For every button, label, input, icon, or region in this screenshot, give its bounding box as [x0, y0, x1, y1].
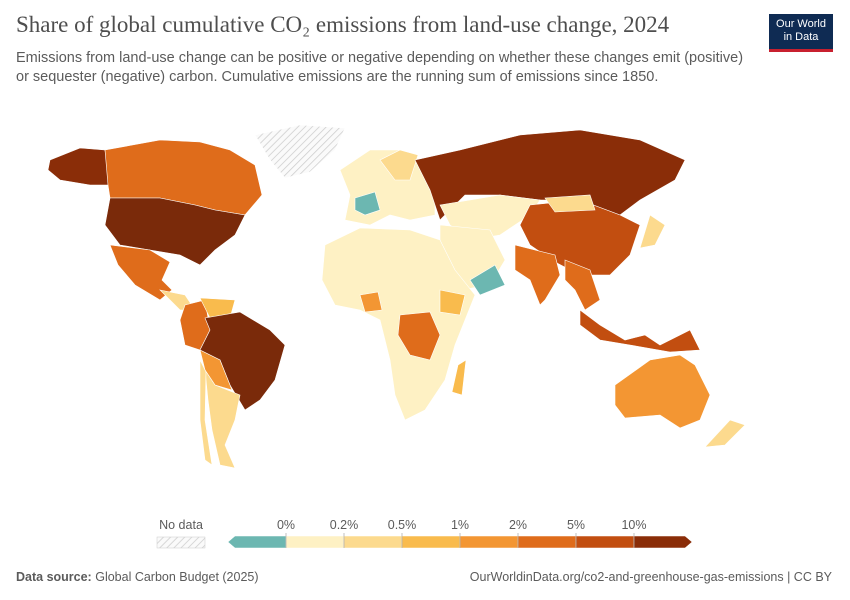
new-zealand [704, 419, 746, 448]
url[interactable]: OurWorldinData.org/co2-and-greenhouse-ga… [469, 570, 832, 584]
nigeria [359, 291, 383, 313]
logo[interactable]: Our World in Data [769, 14, 833, 52]
alaska [47, 147, 111, 186]
logo-text: in Data [783, 31, 819, 43]
bolivia-paraguay [199, 349, 233, 391]
oman-yemen [469, 264, 506, 296]
ethiopia [439, 289, 466, 316]
southeast-asia [564, 259, 601, 311]
subtitle: or sequester (negative) carbon. Cumulati… [16, 69, 659, 85]
source-label: Data source: [16, 570, 92, 584]
legend: No data 0% 0.2% 0.5% 1% 2% 5% 10% [156, 518, 693, 549]
madagascar [451, 359, 467, 396]
legend-no-data-label: No data [159, 518, 203, 532]
legend-bin [517, 535, 577, 549]
legend-bin [633, 535, 693, 549]
legend-bin [401, 535, 461, 549]
brazil [199, 311, 286, 411]
source-text: Global Carbon Budget (2025) [95, 570, 259, 584]
legend-bin [285, 535, 345, 549]
mexico [109, 244, 173, 301]
australia [614, 354, 711, 429]
title: Share of global cumulative CO₂ emissions… [16, 12, 670, 37]
scandinavia [379, 149, 419, 181]
mongolia [544, 194, 596, 213]
greenland [254, 124, 346, 179]
africa [321, 227, 476, 421]
usa [104, 197, 246, 266]
legend-no-data [156, 536, 206, 549]
india [514, 244, 561, 306]
legend-label: 0.5% [388, 518, 417, 532]
legend-label: 10% [621, 518, 646, 532]
japan [639, 214, 666, 249]
drc [397, 311, 441, 361]
legend-label: 0% [277, 518, 295, 532]
argentina [204, 369, 241, 469]
countries [47, 124, 746, 469]
chile [199, 359, 213, 466]
legend-bin [343, 535, 403, 549]
legend-label: 2% [509, 518, 527, 532]
source: Data source: Global Carbon Budget (2025) [16, 570, 259, 584]
legend-label: 0.2% [330, 518, 359, 532]
indonesia [579, 309, 701, 353]
legend-label: 1% [451, 518, 469, 532]
legend-label: 5% [567, 518, 585, 532]
legend-bin [459, 535, 519, 549]
france [354, 191, 381, 216]
legend-bin [227, 535, 287, 549]
subtitle: Emissions from land-use change can be po… [16, 50, 744, 66]
legend-bin [575, 535, 635, 549]
logo-text: Our World [776, 18, 826, 30]
